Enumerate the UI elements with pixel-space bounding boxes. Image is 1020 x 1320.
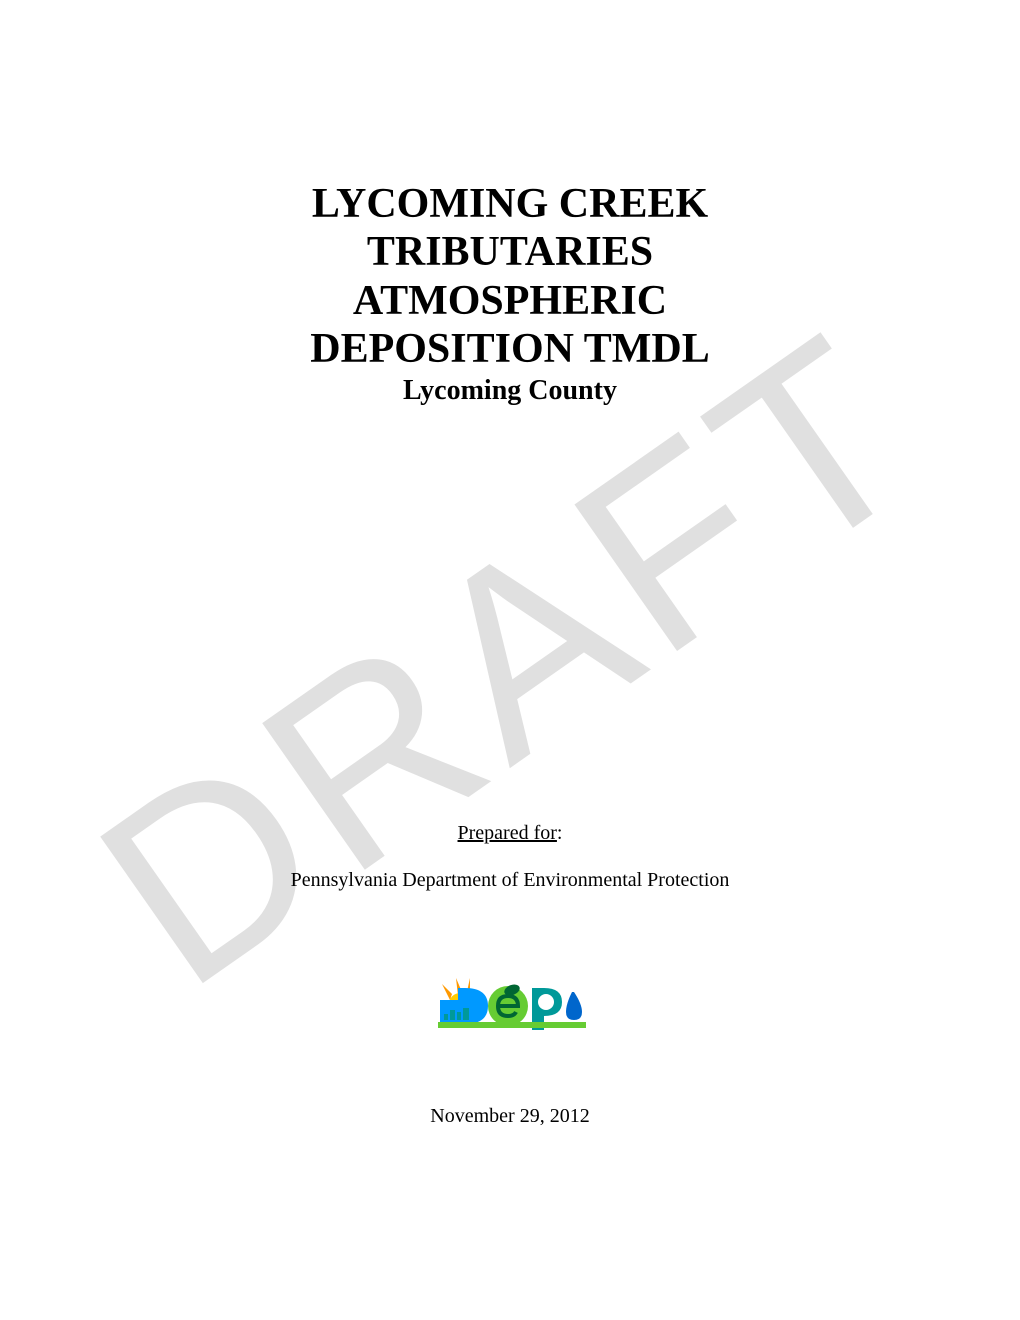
dep-logo-icon	[430, 972, 590, 1030]
title-subtitle: Lycoming County	[0, 375, 1020, 407]
logo-section	[0, 972, 1020, 1030]
prepared-for-section: Prepared for: Pennsylvania Department of…	[0, 822, 1020, 892]
document-content: LYCOMING CREEK TRIBUTARIES ATMOSPHERIC D…	[0, 0, 1020, 1320]
title-line-1: LYCOMING CREEK	[0, 180, 1020, 228]
prepared-for-text: Prepared for	[458, 822, 557, 844]
prepared-for-colon: :	[557, 822, 563, 844]
document-date: November 29, 2012	[0, 1105, 1020, 1128]
prepared-for-organization: Pennsylvania Department of Environmental…	[0, 869, 1020, 892]
title-line-2: TRIBUTARIES	[0, 228, 1020, 276]
title-line-4: DEPOSITION TMDL	[0, 325, 1020, 373]
prepared-for-label: Prepared for:	[0, 822, 1020, 845]
title-line-3: ATMOSPHERIC	[0, 277, 1020, 325]
